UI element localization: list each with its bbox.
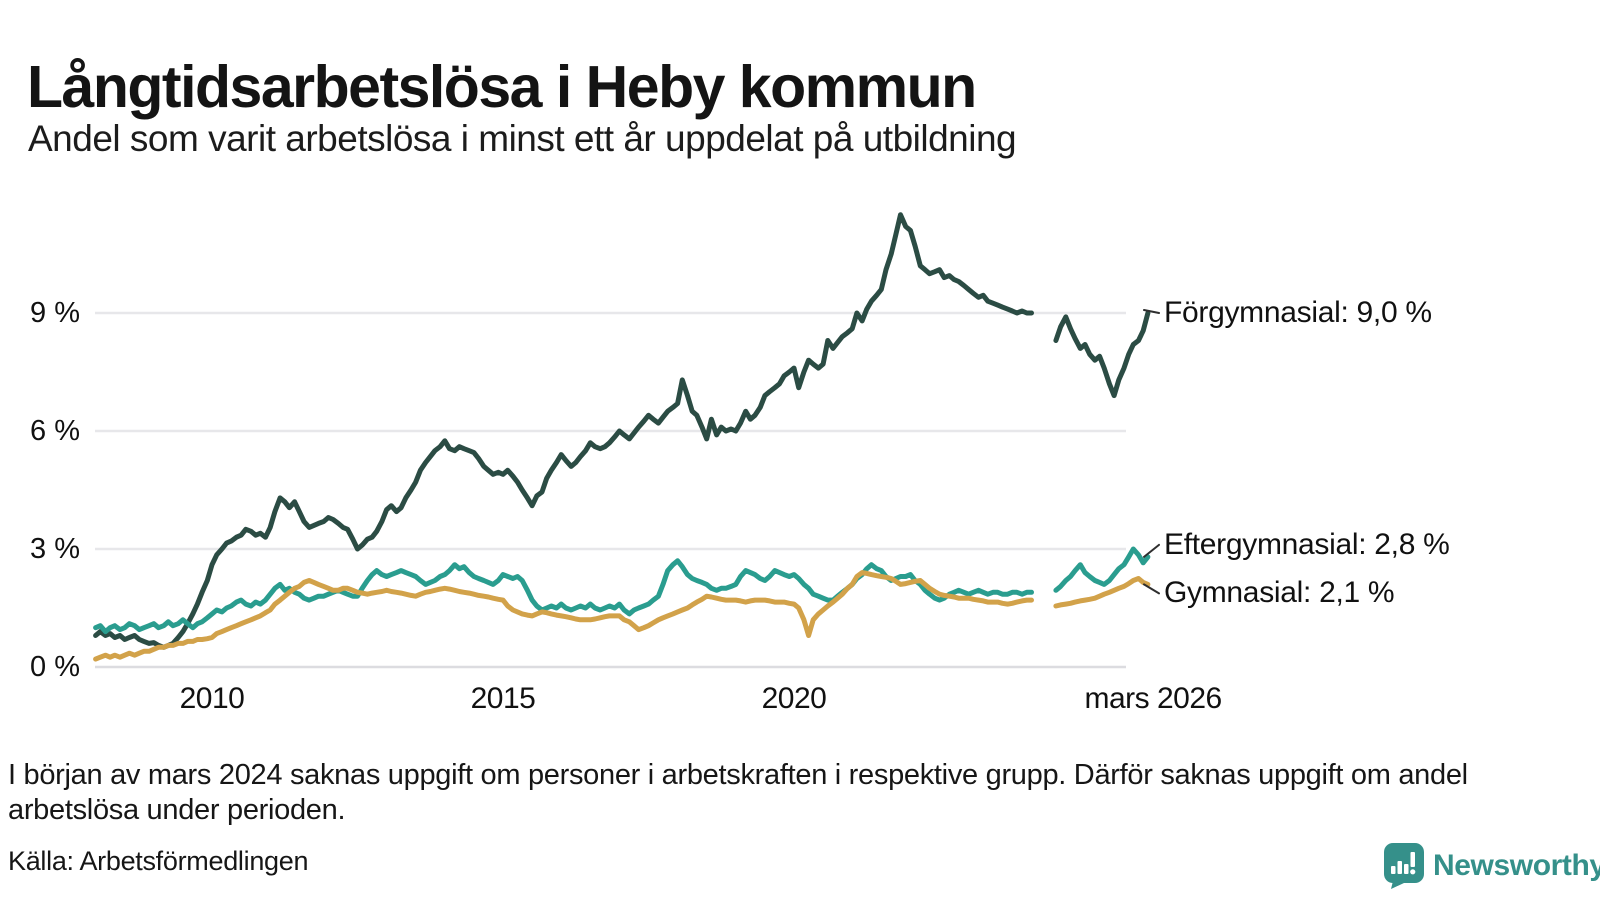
x-tick-2020: 2020 — [761, 682, 827, 715]
series-line-förgymnasial-seg1 — [93, 212, 1034, 650]
newsworthy-logo: Newsworthy — [1384, 843, 1600, 889]
series-label-förgymnasial: Förgymnasial: 9,0 % — [1164, 296, 1432, 329]
series-line-eftergymnasial-seg1 — [93, 558, 1034, 635]
newsworthy-wordmark: Newsworthy — [1433, 849, 1600, 882]
newsworthy-bubble-chart-icon — [1384, 843, 1424, 889]
source-credit: Källa: Arbetsförmedlingen — [8, 846, 309, 876]
y-tick-6: 6 % — [30, 415, 80, 447]
x-tick-2010: 2010 — [179, 682, 245, 715]
y-tick-0: 0 % — [30, 651, 80, 683]
leader-dash-eftergymnasial — [1143, 543, 1160, 558]
page-title: Långtidsarbetslösa i Heby kommun — [27, 53, 977, 120]
series-label-eftergymnasial: Eftergymnasial: 2,8 % — [1164, 527, 1450, 561]
x-tick-2015: 2015 — [470, 682, 536, 715]
series-line-eftergymnasial-seg2 — [1053, 546, 1151, 593]
leader-dash-förgymnasial — [1143, 309, 1160, 315]
page-subtitle: Andel som varit arbetslösa i minst ett å… — [28, 118, 1017, 159]
series-line-gymnasial-seg1 — [93, 570, 1034, 662]
footnote: I början av mars 2024 saknas uppgift om … — [8, 759, 1468, 827]
y-tick-9: 9 % — [30, 297, 80, 329]
y-tick-3: 3 % — [30, 533, 80, 565]
series-line-förgymnasial-seg2 — [1053, 310, 1151, 399]
series-label-gymnasial: Gymnasial: 2,1 % — [1164, 576, 1395, 610]
x-tick-mars-2026: mars 2026 — [1084, 682, 1222, 715]
series-line-gymnasial-seg2 — [1053, 576, 1151, 609]
leader-dash-gymnasial — [1143, 583, 1160, 595]
